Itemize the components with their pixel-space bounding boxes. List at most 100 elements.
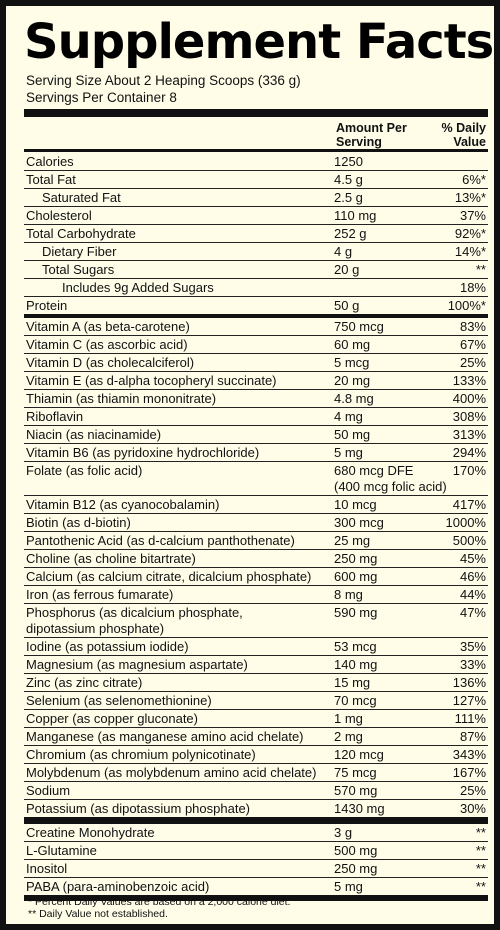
nutrient-amount: 50 mg	[334, 427, 371, 442]
nutrient-name: Riboflavin	[26, 409, 84, 424]
nutrient-daily-value: 47%	[459, 605, 486, 620]
nutrient-amount: 680 mcg DFE (400 mcg folic acid)	[334, 463, 447, 494]
table-row: Vitamin C (as ascorbic acid) 60 mg 67%	[24, 336, 488, 354]
nutrient-amount: 750 mcg	[334, 319, 384, 334]
nutrient-name: Chromium (as chromium polynicotinate)	[26, 747, 256, 762]
nutrient-amount: 4 mg	[334, 409, 363, 424]
nutrient-name: Sodium	[26, 783, 71, 798]
table-row: Total Fat 4.5 g 6%*	[24, 171, 488, 189]
amount-per-serving-header: Amount Per Serving	[336, 121, 407, 149]
nutrient-daily-value: 500%	[452, 533, 486, 548]
table-row: Dietary Fiber 4 g 14%*	[24, 243, 488, 261]
nutrient-name: Cholesterol	[26, 208, 92, 223]
footnote-not-established: ** Daily Value not established.	[28, 908, 168, 920]
nutrient-name: Inositol	[26, 861, 68, 876]
nutrient-amount: 15 mg	[334, 675, 371, 690]
nutrient-name: Vitamin A (as beta-carotene)	[26, 319, 190, 334]
nutrient-daily-value: **	[475, 825, 486, 840]
nutrient-daily-value: 127%	[452, 693, 486, 708]
nutrient-daily-value: 25%	[459, 355, 486, 370]
table-row: Zinc (as zinc citrate) 15 mg 136%	[24, 674, 488, 692]
nutrient-name: Magnesium (as magnesium aspartate)	[26, 657, 248, 672]
nutrient-amount: 250 mg	[334, 551, 378, 566]
table-row: Total Sugars 20 g **	[24, 261, 488, 279]
nutrient-daily-value: 25%	[459, 783, 486, 798]
nutrient-amount: 8 mg	[334, 587, 363, 602]
nutrient-amount: 60 mg	[334, 337, 371, 352]
nutrient-amount: 1 mg	[334, 711, 363, 726]
nutrient-name: Iodine (as potassium iodide)	[26, 639, 189, 654]
nutrient-name: Manganese (as manganese amino acid chela…	[26, 729, 304, 744]
nutrient-name: Folate (as folic acid)	[26, 463, 143, 478]
nutrient-amount: 4.5 g	[334, 172, 363, 187]
table-row: Includes 9g Added Sugars 18%	[24, 279, 488, 297]
nutrient-amount: 25 mg	[334, 533, 371, 548]
nutrient-daily-value: 18%	[459, 280, 486, 295]
nutrient-amount: 1430 mg	[334, 801, 385, 816]
nutrient-name: Thiamin (as thiamin mononitrate)	[26, 391, 217, 406]
nutrient-daily-value: 313%	[452, 427, 486, 442]
nutrient-daily-value: **	[475, 879, 486, 894]
nutrient-name: Saturated Fat	[42, 190, 121, 205]
nutrient-name: Vitamin E (as d-alpha tocopheryl succina…	[26, 373, 277, 388]
nutrient-name: PABA (para-aminobenzoic acid)	[26, 879, 210, 894]
table-row: Chromium (as chromium polynicotinate) 120…	[24, 746, 488, 764]
table-row: Thiamin (as thiamin mononitrate) 4.8 mg 40…	[24, 390, 488, 408]
nutrient-name: Phosphorus (as dicalcium phosphate, dipo…	[26, 605, 243, 636]
nutrient-daily-value: 417%	[452, 497, 486, 512]
nutrient-name: Vitamin B6 (as pyridoxine hydrochloride)	[26, 445, 260, 460]
nutrient-name: Calories	[26, 154, 74, 169]
nutrient-daily-value: 83%	[459, 319, 486, 334]
nutrient-name: Calcium (as calcium citrate, dicalcium p…	[26, 569, 312, 584]
nutrient-amount: 3 g	[334, 825, 353, 840]
page-title: Supplement Facts	[24, 14, 494, 70]
nutrient-amount: 4 g	[334, 244, 353, 259]
table-row: Calories 1250	[24, 153, 488, 171]
nutrient-amount: 252 g	[334, 226, 367, 241]
nutrient-daily-value: 136%	[452, 675, 486, 690]
table-row: Vitamin B6 (as pyridoxine hydrochloride)…	[24, 444, 488, 462]
nutrient-amount: 250 mg	[334, 861, 378, 876]
nutrient-daily-value: 400%	[452, 391, 486, 406]
nutrient-amount: 5 mcg	[334, 355, 370, 370]
nutrient-amount: 600 mg	[334, 569, 378, 584]
nutrient-name: Molybdenum (as molybdenum amino acid che…	[26, 765, 317, 780]
nutrient-daily-value: 44%	[459, 587, 486, 602]
nutrient-name: Niacin (as niacinamide)	[26, 427, 162, 442]
footnote-daily-value: * Percent Daily Values are based on a 2,…	[28, 896, 291, 908]
table-row: Calcium (as calcium citrate, dicalcium p…	[24, 568, 488, 586]
table-row: Total Carbohydrate 252 g 92%*	[24, 225, 488, 243]
nutrient-name: Vitamin C (as ascorbic acid)	[26, 337, 188, 352]
nutrient-daily-value: 100%*	[447, 298, 486, 313]
nutrient-name: Creatine Monohydrate	[26, 825, 155, 840]
table-row: Molybdenum (as molybdenum amino acid che…	[24, 764, 488, 782]
table-row: Selenium (as selenomethionine) 70 mcg 127%	[24, 692, 488, 710]
header-divider	[24, 149, 488, 152]
nutrient-amount: 500 mg	[334, 843, 378, 858]
table-row: Iron (as ferrous fumarate) 8 mg 44%	[24, 586, 488, 604]
nutrient-amount: 20 mg	[334, 373, 371, 388]
nutrient-table: Calories 1250 Total Fat 4.5 g 6%* Saturated F…	[24, 153, 488, 901]
table-row: Manganese (as manganese amino acid chela…	[24, 728, 488, 746]
table-row: Creatine Monohydrate 3 g **	[24, 824, 488, 842]
nutrient-amount: 5 mg	[334, 445, 363, 460]
nutrient-name: Total Sugars	[42, 262, 115, 277]
nutrient-name: Selenium (as selenomethionine)	[26, 693, 212, 708]
table-row: Phosphorus (as dicalcium phosphate, dipo…	[24, 604, 488, 638]
nutrient-name: Pantothenic Acid (as d-calcium panthothe…	[26, 533, 295, 548]
nutrient-daily-value: 67%	[459, 337, 486, 352]
nutrient-daily-value: **	[475, 262, 486, 277]
table-row: Folate (as folic acid) 680 mcg DFE (400 m…	[24, 462, 488, 496]
table-row: Niacin (as niacinamide) 50 mg 313%	[24, 426, 488, 444]
nutrient-amount: 110 mg	[334, 208, 377, 223]
nutrient-daily-value: 37%	[459, 208, 486, 223]
nutrient-name: Zinc (as zinc citrate)	[26, 675, 143, 690]
nutrient-daily-value: 35%	[459, 639, 486, 654]
nutrient-amount: 570 mg	[334, 783, 378, 798]
nutrient-name: L-Glutamine	[26, 843, 97, 858]
table-row: L-Glutamine 500 mg **	[24, 842, 488, 860]
nutrient-daily-value: 111%	[454, 711, 486, 726]
table-row: Magnesium (as magnesium aspartate) 140 mg…	[24, 656, 488, 674]
nutrient-daily-value: 33%	[459, 657, 486, 672]
table-row: Inositol 250 mg **	[24, 860, 488, 878]
